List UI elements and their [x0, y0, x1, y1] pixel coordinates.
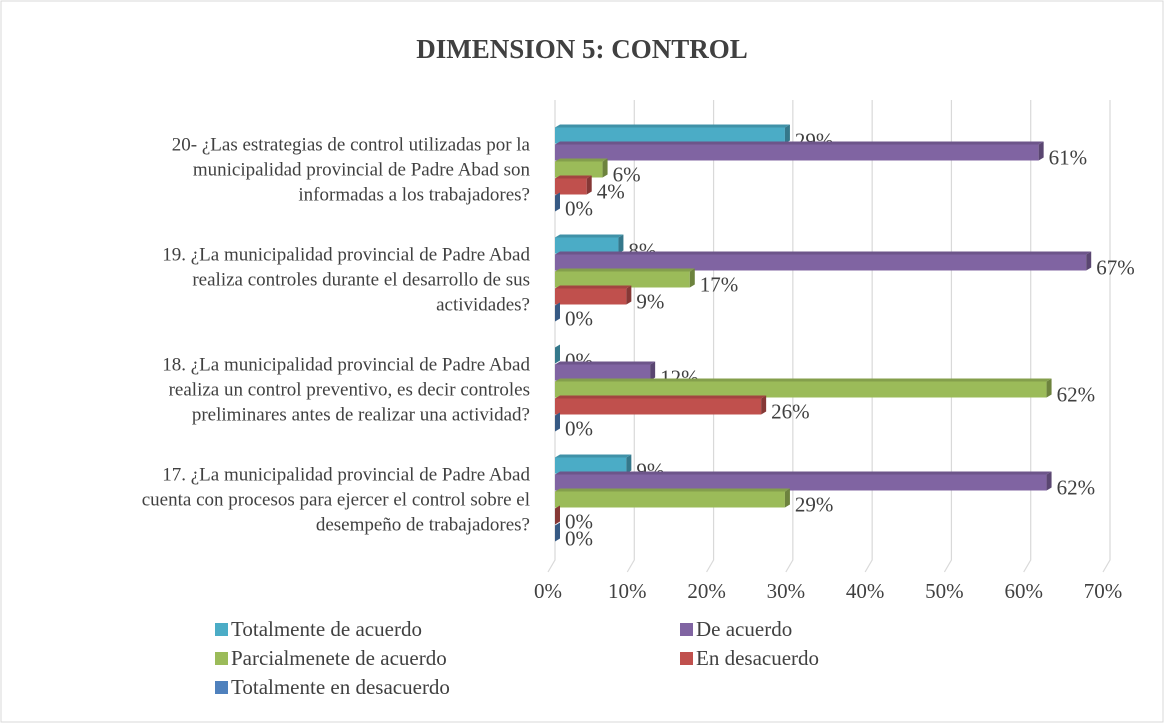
data-label: 61% — [1049, 145, 1088, 169]
legend-swatch — [680, 652, 693, 665]
y-tick-label: 20- ¿Las estrategias de control utilizad… — [171, 134, 530, 206]
legend-label: Parcialmenete de acuerdo — [231, 646, 447, 670]
bar-depth — [555, 192, 560, 212]
legend-swatch — [215, 652, 228, 665]
data-label: 29% — [795, 492, 834, 516]
bar-depth — [1046, 471, 1052, 491]
bar-depth — [555, 344, 560, 364]
bar-top — [555, 234, 624, 238]
data-label: 0% — [565, 196, 593, 220]
bar-depth — [761, 395, 767, 415]
data-label: 62% — [1057, 382, 1096, 406]
legend-label: De acuerdo — [696, 617, 792, 641]
bar-depth — [586, 175, 592, 195]
bar — [555, 254, 1087, 271]
bar-depth — [555, 522, 560, 542]
bar-top — [555, 285, 632, 289]
bar — [555, 381, 1047, 398]
bar — [555, 288, 627, 305]
x-tick-label: 40% — [846, 579, 885, 603]
bar-depth — [1086, 251, 1092, 271]
legend-swatch — [680, 623, 693, 636]
bar-top — [555, 124, 790, 128]
data-label: 0% — [565, 416, 593, 440]
bar-depth — [626, 285, 632, 305]
grid-line — [1102, 100, 1111, 573]
x-tick-label: 30% — [767, 579, 806, 603]
data-label: 6% — [613, 162, 641, 186]
data-label: 26% — [771, 399, 810, 423]
bar-depth — [784, 488, 790, 508]
bar-depth — [626, 454, 632, 474]
x-tick-label: 0% — [534, 579, 562, 603]
bar — [555, 457, 627, 474]
bar-top — [555, 268, 695, 272]
data-label: 62% — [1057, 475, 1096, 499]
bar-depth — [1038, 141, 1044, 161]
data-label: 0% — [565, 306, 593, 330]
x-tick-label: 10% — [608, 579, 647, 603]
bar-depth — [1046, 378, 1052, 398]
bar-top — [555, 471, 1052, 475]
bar-top — [555, 395, 767, 399]
bar-top — [555, 175, 592, 179]
bar — [555, 237, 619, 254]
data-label: 67% — [1096, 255, 1135, 279]
data-label: 0% — [565, 526, 593, 550]
legend-swatch — [215, 623, 228, 636]
bar — [555, 398, 762, 415]
legend-label: Totalmente en desacuerdo — [231, 675, 450, 699]
bar — [555, 364, 651, 381]
x-tick-label: 70% — [1084, 579, 1123, 603]
bar — [555, 491, 785, 508]
y-tick-label: 19. ¿La municipalidad provincial de Padr… — [162, 244, 530, 316]
bar-top — [555, 141, 1044, 145]
y-tick-label: 17. ¿La municipalidad provincial de Padr… — [141, 464, 530, 536]
bar-depth — [602, 158, 608, 178]
legend-label: Totalmente de acuerdo — [231, 617, 422, 641]
bar-top — [555, 361, 656, 365]
bar-top — [555, 378, 1052, 382]
bar — [555, 161, 603, 178]
bar — [555, 271, 690, 288]
bar-top — [555, 251, 1092, 255]
bar-depth — [555, 505, 560, 525]
data-label: 17% — [700, 272, 739, 296]
bar-top — [555, 158, 608, 162]
x-tick-label: 50% — [925, 579, 964, 603]
bar — [555, 144, 1039, 161]
x-tick-label: 20% — [687, 579, 726, 603]
bar-depth — [650, 361, 656, 381]
data-label: 4% — [597, 179, 625, 203]
bar-depth — [555, 302, 560, 322]
x-tick-label: 60% — [1004, 579, 1043, 603]
chart-title: DIMENSION 5: CONTROL — [416, 34, 748, 64]
bar-top — [555, 488, 790, 492]
legend-swatch — [215, 681, 228, 694]
data-label: 9% — [636, 289, 664, 313]
bar-top — [555, 454, 632, 458]
bar-depth — [618, 234, 624, 254]
bar — [555, 178, 587, 195]
y-tick-label: 18. ¿La municipalidad provincial de Padr… — [162, 354, 530, 426]
bar — [555, 474, 1047, 491]
legend-label: En desacuerdo — [696, 646, 819, 670]
bar-depth — [555, 412, 560, 432]
bar-depth — [689, 268, 695, 288]
bar-depth — [784, 124, 790, 144]
bar — [555, 127, 785, 144]
data-label: 0% — [565, 509, 593, 533]
